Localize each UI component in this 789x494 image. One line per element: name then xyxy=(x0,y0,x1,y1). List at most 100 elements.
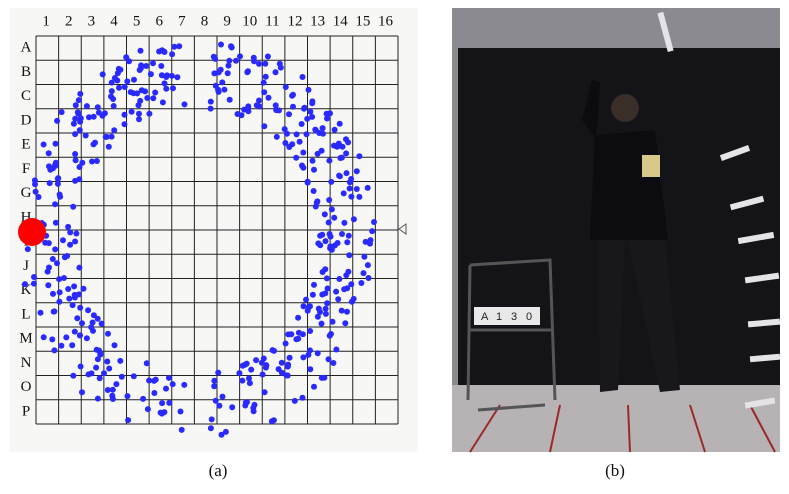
row-label: B xyxy=(21,64,31,80)
dot xyxy=(256,61,262,67)
dot xyxy=(136,111,142,117)
dot xyxy=(56,299,62,305)
dot xyxy=(178,409,184,415)
dot xyxy=(327,245,333,251)
sign-char: 1 xyxy=(496,311,502,323)
dot xyxy=(76,291,82,297)
dot xyxy=(75,109,81,115)
dot xyxy=(211,54,217,60)
dot xyxy=(163,386,169,392)
dot xyxy=(285,364,291,370)
dot xyxy=(166,375,172,381)
dot xyxy=(169,73,175,79)
dot xyxy=(277,61,283,67)
row-label: A xyxy=(21,40,32,56)
dot xyxy=(341,286,347,292)
dot xyxy=(336,276,342,282)
column-label: 13 xyxy=(310,13,325,29)
column-label: 15 xyxy=(355,13,370,29)
dot xyxy=(317,242,323,248)
dot xyxy=(328,331,334,337)
dot xyxy=(166,400,172,406)
dot xyxy=(211,378,217,384)
dot xyxy=(90,320,96,326)
dot xyxy=(97,375,103,381)
dot xyxy=(276,107,282,113)
dot xyxy=(170,85,176,91)
dot xyxy=(305,179,311,185)
dot xyxy=(150,60,156,66)
dot xyxy=(119,374,125,380)
dot xyxy=(74,315,80,321)
dot xyxy=(84,103,90,109)
dot xyxy=(361,254,367,260)
dot xyxy=(299,163,305,169)
dot xyxy=(100,71,106,77)
dot xyxy=(365,262,371,268)
dot xyxy=(246,375,252,381)
dot xyxy=(143,63,149,69)
dot xyxy=(324,275,330,281)
dot xyxy=(66,296,72,302)
dot xyxy=(284,131,290,137)
dot xyxy=(22,281,28,287)
dot xyxy=(138,48,144,54)
dot xyxy=(295,336,301,342)
row-label: N xyxy=(21,355,32,371)
dot xyxy=(169,51,175,57)
dot xyxy=(346,233,352,239)
dot xyxy=(288,331,294,337)
dot xyxy=(86,371,92,377)
dot xyxy=(99,321,105,327)
dot xyxy=(335,240,341,246)
dot xyxy=(326,197,332,203)
dot xyxy=(345,269,351,275)
dot xyxy=(45,282,51,288)
dot xyxy=(213,398,219,404)
red-marker xyxy=(18,218,46,246)
dot xyxy=(290,104,296,110)
dot xyxy=(84,335,90,341)
dot xyxy=(209,416,215,422)
dot xyxy=(50,256,56,262)
dot xyxy=(262,61,268,67)
dot xyxy=(311,167,317,173)
dot xyxy=(286,111,292,117)
dot xyxy=(322,211,328,217)
dot xyxy=(73,157,79,163)
dot xyxy=(351,216,357,222)
dot xyxy=(273,69,279,75)
dot xyxy=(320,125,326,131)
dot xyxy=(324,300,330,306)
dot xyxy=(51,308,57,314)
dot xyxy=(323,306,329,312)
dot xyxy=(67,242,73,248)
dot xyxy=(354,168,360,174)
column-label: 6 xyxy=(156,13,164,29)
dot xyxy=(62,254,68,260)
dot xyxy=(146,111,152,117)
dot xyxy=(148,71,154,77)
dot xyxy=(106,144,112,150)
dot xyxy=(300,395,306,401)
dot xyxy=(54,260,60,266)
dot xyxy=(72,151,78,157)
figure: 12345678910111213141516ABCDEFGHIJKLMNOP … xyxy=(0,0,789,494)
dot xyxy=(309,98,315,104)
dot xyxy=(237,53,243,59)
dot xyxy=(36,194,42,200)
dot xyxy=(47,180,53,186)
dot xyxy=(71,283,77,289)
dot xyxy=(46,240,52,246)
dot xyxy=(110,387,116,393)
column-label: 10 xyxy=(242,13,257,29)
dot xyxy=(227,97,233,103)
dot xyxy=(306,304,312,310)
dot xyxy=(163,86,169,92)
column-label: 8 xyxy=(201,13,209,29)
dot xyxy=(208,106,214,112)
dot xyxy=(300,74,306,80)
dot xyxy=(41,142,47,148)
floor xyxy=(452,385,780,452)
dot xyxy=(261,80,267,86)
